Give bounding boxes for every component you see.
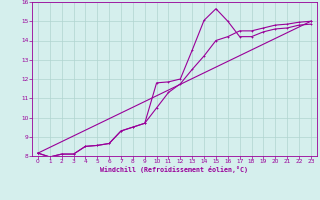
- X-axis label: Windchill (Refroidissement éolien,°C): Windchill (Refroidissement éolien,°C): [100, 166, 248, 173]
